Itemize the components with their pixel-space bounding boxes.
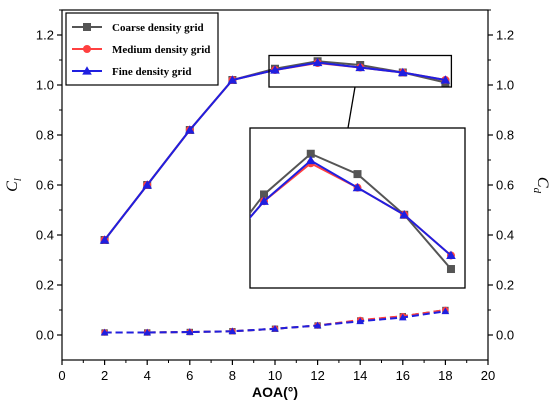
cd-point	[313, 321, 322, 329]
y-left-tick-label: 0.8	[36, 128, 54, 143]
cd-point	[100, 328, 109, 336]
zoom-connector-line	[347, 86, 356, 129]
cd-point	[271, 324, 279, 332]
x-tick-label: 10	[268, 368, 282, 383]
legend-label: Fine density grid	[112, 66, 191, 78]
cd-point	[398, 313, 407, 321]
cl-point	[355, 62, 365, 72]
cl-point	[398, 67, 408, 77]
cd-point	[356, 317, 365, 325]
inset-line-2	[250, 159, 452, 257]
y-left-tick-label: 0.4	[36, 228, 54, 243]
y-left-tick-label: 1.0	[36, 78, 54, 93]
y-left-tick-label: 0.0	[36, 328, 54, 343]
inset-point	[353, 170, 362, 179]
cd-point	[143, 328, 152, 336]
x-tick-label: 20	[481, 368, 495, 383]
cl-point	[227, 75, 238, 84]
legend-group: Coarse density grid Medium density grid Fi…	[65, 12, 219, 86]
legend-swatch-marker	[83, 45, 91, 53]
inset-point	[399, 209, 410, 219]
cl-point	[440, 75, 451, 84]
axes-group: 0 2 4 6 8 10 12 14 16 18 20 0.0 0.0 0.2 0.2 0.4 0.4 0.6 0.…	[4, 9, 550, 400]
legend-label: Coarse density grid	[112, 22, 204, 34]
y-left-axis-title: Cl	[4, 178, 24, 192]
inset-point	[259, 196, 269, 205]
x-tick-label: 0	[58, 368, 65, 383]
x-tick-label: 16	[396, 368, 410, 383]
x-tick-label: 8	[229, 368, 236, 383]
x-tick-label: 18	[438, 368, 452, 383]
cl-point	[185, 125, 195, 134]
series-group	[99, 57, 451, 336]
y-left-tick-label: 0.2	[36, 278, 54, 293]
y-right-tick-label: 0.0	[496, 328, 514, 343]
inset-point	[352, 182, 363, 192]
legend-swatch-marker	[82, 66, 92, 75]
inset-series-group	[250, 149, 456, 274]
x-tick-label: 12	[310, 368, 324, 383]
legend-swatch-marker	[83, 23, 91, 31]
y-right-tick-label: 0.4	[496, 228, 514, 243]
zoom-region-box	[268, 54, 453, 88]
inset-point	[446, 250, 456, 260]
cd-point	[228, 327, 237, 335]
y-right-tick-label: 1.0	[496, 78, 514, 93]
y-left-tick-label: 0.6	[36, 178, 54, 193]
inset-point	[446, 265, 455, 274]
cd-point	[441, 307, 450, 315]
x-tick-label: 2	[101, 368, 108, 383]
x-tick-label: 4	[144, 368, 151, 383]
inset-point	[260, 190, 269, 199]
y-right-tick-label: 0.8	[496, 128, 514, 143]
inset-point	[305, 155, 316, 165]
y-right-axis-title: Cd	[531, 177, 550, 194]
inset-point	[306, 149, 315, 158]
inset-line-0	[250, 152, 452, 270]
y-right-tick-label: 0.6	[496, 178, 514, 193]
y-right-tick-label: 1.2	[496, 28, 514, 43]
x-tick-label: 14	[353, 368, 367, 383]
cl-point	[142, 180, 152, 189]
y-left-tick-label: 1.2	[36, 28, 54, 43]
legend-label: Medium density grid	[112, 44, 210, 56]
inset-frame	[249, 127, 466, 289]
y-right-tick-label: 0.2	[496, 278, 514, 293]
cl-point	[270, 65, 280, 74]
cd-point	[185, 328, 194, 335]
inset-group	[249, 54, 466, 289]
cl-point	[99, 235, 110, 244]
x-tick-label: 6	[186, 368, 193, 383]
x-axis-title: AOA(°)	[252, 384, 298, 400]
cl-point	[312, 57, 323, 67]
